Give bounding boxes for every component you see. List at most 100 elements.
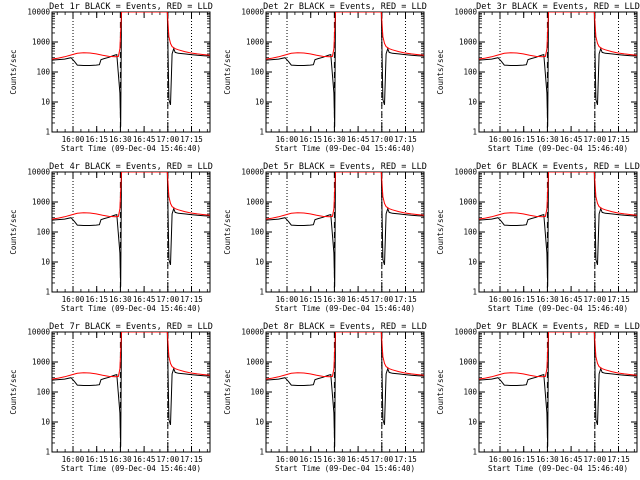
x-tick-label: 16:00 <box>62 135 85 144</box>
y-tick-label: 10000 <box>27 168 50 177</box>
y-tick-label: 10000 <box>241 168 264 177</box>
plot-frame <box>265 331 425 453</box>
x-tick-label: 16:00 <box>62 295 85 304</box>
series-line-lld <box>266 172 424 220</box>
y-tick-label: 10 <box>41 98 51 107</box>
x-tick-label: 16:00 <box>276 455 299 464</box>
x-tick-label: 17:00 <box>371 135 394 144</box>
panel-title: Det 8r BLACK = Events, RED = LLD <box>263 322 427 332</box>
y-axis-label: Counts/sec <box>223 369 232 414</box>
x-tick-label: 16:45 <box>560 295 583 304</box>
x-axis-label: Start Time (09-Dec-04 15:46:40) <box>275 304 415 313</box>
panel-title: Det 6r BLACK = Events, RED = LLD <box>476 162 640 172</box>
y-tick-label: 100 <box>36 228 50 237</box>
y-tick-label: 10 <box>41 258 51 267</box>
plot-area <box>479 332 637 452</box>
x-tick-label: 17:15 <box>607 135 630 144</box>
x-tick-label: 17:00 <box>584 135 607 144</box>
x-tick-label: 16:30 <box>109 295 132 304</box>
y-tick-label: 1 <box>45 448 50 457</box>
x-axis-label: Start Time (09-Dec-04 15:46:40) <box>275 464 415 473</box>
series-line-events <box>266 172 424 287</box>
y-tick-label: 10 <box>468 418 478 427</box>
y-tick-label: 1 <box>472 448 477 457</box>
y-tick-label: 100 <box>463 228 477 237</box>
x-tick-label: 17:00 <box>371 295 394 304</box>
y-tick-label: 1000 <box>459 198 478 207</box>
x-tick-label: 16:45 <box>560 455 583 464</box>
x-tick-label: 17:00 <box>157 455 180 464</box>
plot-area <box>52 332 210 452</box>
plot-area <box>266 332 424 452</box>
plot-frame <box>478 11 638 133</box>
panel-title: Det 7r BLACK = Events, RED = LLD <box>49 322 213 332</box>
y-tick-label: 10 <box>41 418 51 427</box>
y-tick-label: 100 <box>250 228 264 237</box>
x-tick-label: 16:45 <box>347 135 370 144</box>
y-tick-label: 1000 <box>32 198 51 207</box>
y-tick-label: 10000 <box>241 328 264 337</box>
y-tick-label: 10 <box>255 258 265 267</box>
y-tick-label: 100 <box>463 68 477 77</box>
series-line-lld <box>479 12 637 60</box>
y-tick-label: 1 <box>259 448 264 457</box>
series-line-lld <box>266 332 424 380</box>
y-tick-label: 1000 <box>32 358 51 367</box>
y-tick-label: 1 <box>45 288 50 297</box>
y-tick-label: 10000 <box>27 328 50 337</box>
x-tick-label: 17:15 <box>180 455 203 464</box>
series-line-events <box>266 12 424 127</box>
series-line-lld <box>266 12 424 60</box>
series-line-lld <box>479 172 637 220</box>
y-tick-label: 1 <box>259 128 264 137</box>
series-line-events <box>479 172 637 287</box>
plot-frame <box>478 331 638 453</box>
panel-title: Det 9r BLACK = Events, RED = LLD <box>476 322 640 332</box>
panel-title: Det 5r BLACK = Events, RED = LLD <box>263 162 427 172</box>
y-tick-label: 1 <box>259 288 264 297</box>
y-tick-label: 10 <box>468 98 478 107</box>
y-tick-label: 1000 <box>246 358 265 367</box>
y-tick-label: 100 <box>36 68 50 77</box>
x-tick-label: 17:00 <box>157 295 180 304</box>
x-tick-label: 17:00 <box>157 135 180 144</box>
series-line-lld <box>52 172 210 220</box>
x-tick-label: 16:00 <box>276 135 299 144</box>
series-line-events <box>52 172 210 287</box>
plot-frame <box>265 11 425 133</box>
x-tick-label: 16:15 <box>299 455 322 464</box>
series-line-events <box>52 12 210 127</box>
plot-frame <box>51 11 211 133</box>
x-tick-label: 16:30 <box>536 455 559 464</box>
x-tick-label: 16:00 <box>489 295 512 304</box>
plot-area <box>479 12 637 132</box>
x-tick-label: 17:15 <box>180 135 203 144</box>
plot-area <box>52 172 210 292</box>
y-tick-label: 100 <box>463 388 477 397</box>
x-tick-label: 16:15 <box>85 455 108 464</box>
series-line-events <box>52 332 210 447</box>
x-tick-label: 17:15 <box>394 295 417 304</box>
x-axis-label: Start Time (09-Dec-04 15:46:40) <box>275 144 415 153</box>
x-axis-label: Start Time (09-Dec-04 15:46:40) <box>61 464 201 473</box>
panel-title: Det 1r BLACK = Events, RED = LLD <box>49 2 213 12</box>
x-tick-label: 16:15 <box>85 295 108 304</box>
x-tick-label: 16:45 <box>133 135 156 144</box>
x-tick-label: 16:30 <box>323 295 346 304</box>
x-tick-label: 16:45 <box>133 455 156 464</box>
x-tick-label: 17:15 <box>607 455 630 464</box>
y-tick-label: 10000 <box>454 8 477 17</box>
x-tick-label: 16:30 <box>323 455 346 464</box>
y-tick-label: 1000 <box>32 38 51 47</box>
x-tick-label: 17:00 <box>584 455 607 464</box>
x-tick-label: 16:00 <box>489 135 512 144</box>
x-tick-label: 16:00 <box>62 455 85 464</box>
panel-title: Det 2r BLACK = Events, RED = LLD <box>263 2 427 12</box>
y-tick-label: 1000 <box>459 38 478 47</box>
